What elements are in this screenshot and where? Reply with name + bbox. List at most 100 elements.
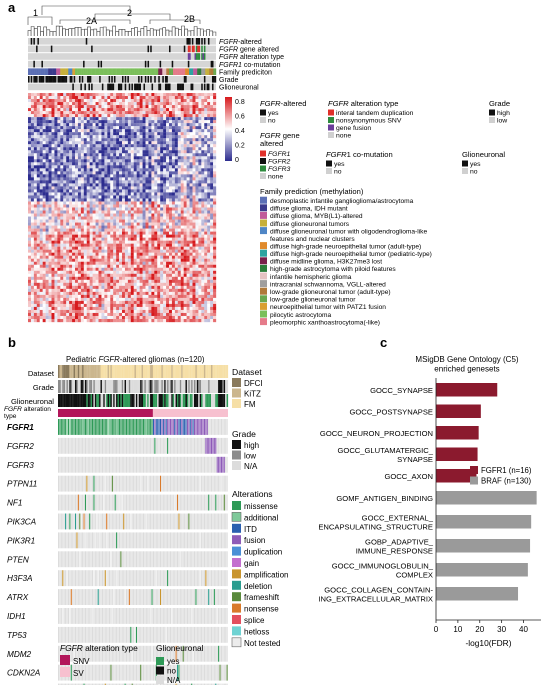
heatmap-cell [204, 198, 208, 202]
heatmap-cell [171, 309, 176, 314]
heatmap-cell [133, 291, 137, 296]
heatmap-cell [72, 303, 76, 308]
track-cell [70, 76, 73, 83]
heatmap-cell [60, 144, 64, 148]
heatmap-cell [145, 276, 149, 280]
heatmap-cell [142, 114, 146, 118]
heatmap-cell [136, 105, 140, 109]
heatmap-cell [45, 96, 49, 100]
heatmap-cell [116, 153, 120, 157]
heatmap-cell [201, 249, 205, 253]
heatmap-cell [45, 186, 49, 190]
heatmap-cell [80, 207, 84, 211]
heatmap-cell [166, 105, 170, 109]
heatmap-cell [127, 240, 131, 244]
heatmap-cell [192, 153, 196, 157]
heatmap-cell [72, 252, 76, 256]
heatmap-cell [60, 306, 64, 311]
heatmap-cell [174, 219, 178, 223]
heatmap-cell [101, 135, 105, 139]
heatmap-cell [45, 117, 49, 121]
heatmap-cell [77, 261, 82, 265]
heatmap-cell [169, 237, 173, 241]
heatmap-cell [42, 246, 46, 250]
heatmap-cell [130, 261, 134, 265]
heatmap-cell [33, 309, 37, 314]
heatmap-cell [210, 231, 214, 235]
heatmap-cell [124, 135, 129, 139]
heatmap-cell [86, 231, 90, 235]
heatmap-cell [95, 225, 99, 229]
heatmap-cell [207, 297, 211, 302]
track-cell [203, 68, 206, 75]
heatmap-cell [124, 264, 129, 268]
heatmap-cell [139, 132, 143, 136]
heatmap-cell [189, 159, 193, 163]
heatmap-cell [195, 135, 199, 139]
heatmap-cell [166, 234, 170, 238]
heatmap-cell [83, 129, 87, 133]
heatmap-cell [42, 93, 46, 97]
heatmap-cell [189, 270, 193, 274]
heatmap-cell [63, 180, 67, 184]
heatmap-cell [201, 237, 205, 241]
heatmap-cell [48, 165, 52, 169]
heatmap-cell [113, 294, 117, 299]
heatmap-cell [75, 189, 79, 193]
heatmap-cell [151, 195, 155, 199]
heatmap-cell [57, 249, 61, 253]
heatmap-cell [198, 234, 202, 238]
heatmap-cell [57, 207, 61, 211]
heatmap-cell [213, 270, 217, 274]
heatmap-cell [45, 207, 49, 211]
heatmap-cell [204, 117, 208, 121]
heatmap-cell [51, 192, 55, 196]
heatmap-cell [122, 111, 126, 115]
heatmap-cell [95, 129, 99, 133]
heatmap-cell [213, 177, 217, 181]
heatmap-cell [95, 210, 99, 214]
track-cell [191, 38, 194, 45]
heatmap-cell [189, 141, 193, 145]
heatmap-cell [142, 309, 146, 314]
heatmap-cell [186, 198, 190, 202]
heatmap-cell [148, 273, 152, 277]
heatmap-cell [166, 126, 170, 130]
heatmap-cell [119, 237, 123, 241]
track-cell [29, 68, 31, 75]
heatmap-cell [213, 186, 217, 190]
heatmap-cell [30, 249, 35, 253]
heatmap-cell [77, 186, 82, 190]
heatmap-cell [139, 282, 143, 286]
heatmap-cell [136, 159, 140, 163]
heatmap-cell [30, 228, 35, 232]
heatmap-cell [139, 309, 143, 314]
heatmap-cell [77, 114, 82, 118]
track-cell [159, 68, 162, 75]
heatmap-cell [160, 270, 164, 274]
heatmap-cell [86, 141, 90, 145]
heatmap-cell [89, 105, 93, 109]
heatmap-cell [213, 132, 217, 136]
heatmap-cell [163, 303, 167, 308]
heatmap-cell [28, 147, 32, 151]
track-cell [203, 83, 206, 91]
heatmap-cell [104, 255, 108, 259]
heatmap-cell [92, 273, 96, 277]
heatmap-cell [139, 96, 143, 100]
heatmap-cell [119, 93, 123, 97]
heatmap-cell [30, 309, 35, 314]
heatmap-cell [166, 159, 170, 163]
heatmap-cell [207, 288, 211, 293]
heatmap-cell [45, 135, 49, 139]
heatmap-cell [39, 120, 43, 124]
heatmap-cell [95, 123, 99, 127]
heatmap-cell [33, 165, 37, 169]
heatmap-cell [80, 165, 84, 169]
cluster-labels: 1 22A 2B [33, 8, 195, 26]
heatmap-cell [139, 111, 143, 115]
heatmap-cell [204, 93, 208, 97]
track-cell [150, 45, 152, 53]
heatmap-cell [66, 303, 70, 308]
heatmap-cell [119, 303, 123, 308]
